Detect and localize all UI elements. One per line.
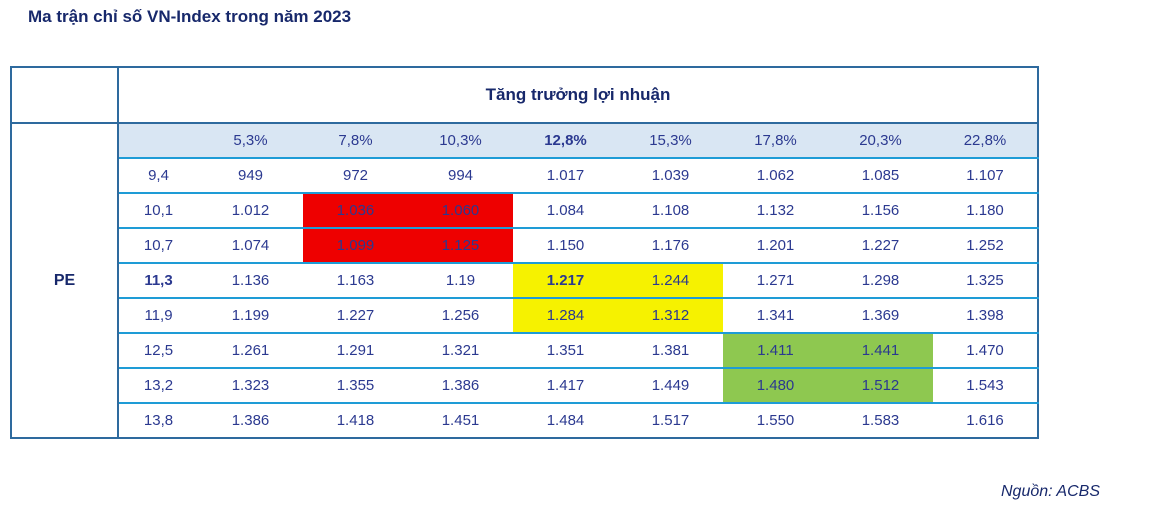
matrix-cell: 1.417 xyxy=(513,367,618,403)
matrix-row: 10,1 1.012 1.036 1.060 1.084 1.108 1.132 1.156 1… xyxy=(11,192,1038,228)
col-header-cell: 10,3% xyxy=(408,122,513,158)
matrix-cell: 1.470 xyxy=(933,332,1038,368)
column-group-header: Tăng trưởng lợi nhuận xyxy=(118,67,1038,123)
row-group-header: PE xyxy=(11,122,119,438)
pe-value-cell: 10,7 xyxy=(118,227,198,263)
matrix-cell: 1.060 xyxy=(408,192,513,228)
matrix-cell: 1.298 xyxy=(828,262,933,298)
matrix-cell: 949 xyxy=(198,157,303,193)
matrix-cell: 1.325 xyxy=(933,262,1038,298)
column-group-header-row: Tăng trưởng lợi nhuận xyxy=(11,67,1038,123)
pe-value-cell: 11,9 xyxy=(118,297,198,333)
matrix-cell: 1.321 xyxy=(408,332,513,368)
col-header-cell: 20,3% xyxy=(828,122,933,158)
matrix-cell: 1.543 xyxy=(933,367,1038,403)
col-header-cell: 17,8% xyxy=(723,122,828,158)
matrix-cell: 1.085 xyxy=(828,157,933,193)
matrix-row: 13,8 1.386 1.418 1.451 1.484 1.517 1.550 1.583 1… xyxy=(11,402,1038,438)
col-header-cell: 7,8% xyxy=(303,122,408,158)
matrix-row: 9,4 949 972 994 1.017 1.039 1.062 1.085 1.107 xyxy=(11,157,1038,193)
matrix-cell: 1.451 xyxy=(408,402,513,438)
corner-cell xyxy=(11,67,119,123)
matrix-cell: 1.312 xyxy=(618,297,723,333)
pe-value-cell: 13,2 xyxy=(118,367,198,403)
matrix-cell: 1.480 xyxy=(723,367,828,403)
col-header-empty-cell xyxy=(118,122,198,158)
matrix-cell: 1.517 xyxy=(618,402,723,438)
vnindex-sensitivity-matrix: Tăng trưởng lợi nhuận PE 5,3% 7,8% 10,3% 12,8… xyxy=(10,66,1039,439)
matrix-cell: 972 xyxy=(303,157,408,193)
matrix-cell: 1.616 xyxy=(933,402,1038,438)
pe-value-cell: 9,4 xyxy=(118,157,198,193)
matrix-cell: 1.244 xyxy=(618,262,723,298)
matrix-cell: 1.163 xyxy=(303,262,408,298)
matrix-cell: 1.261 xyxy=(198,332,303,368)
source-credit: Nguồn: ACBS xyxy=(1000,483,1100,500)
matrix-cell: 1.012 xyxy=(198,192,303,228)
matrix-cell: 1.062 xyxy=(723,157,828,193)
matrix-cell: 1.099 xyxy=(303,227,408,263)
matrix-cell: 1.199 xyxy=(198,297,303,333)
matrix-row: 10,7 1.074 1.099 1.125 1.150 1.176 1.201 1.227 1… xyxy=(11,227,1038,263)
matrix-cell: 1.084 xyxy=(513,192,618,228)
matrix-cell: 1.398 xyxy=(933,297,1038,333)
matrix-cell: 1.19 xyxy=(408,262,513,298)
matrix-cell: 1.108 xyxy=(618,192,723,228)
matrix-row: 11,3 1.136 1.163 1.19 1.217 1.244 1.271 1.298 1.… xyxy=(11,262,1038,298)
matrix-cell: 1.201 xyxy=(723,227,828,263)
matrix-cell: 1.256 xyxy=(408,297,513,333)
matrix-cell: 1.150 xyxy=(513,227,618,263)
col-header-cell: 22,8% xyxy=(933,122,1038,158)
matrix-cell: 1.271 xyxy=(723,262,828,298)
matrix-cell: 1.418 xyxy=(303,402,408,438)
matrix-cell: 1.036 xyxy=(303,192,408,228)
matrix-cell: 1.386 xyxy=(408,367,513,403)
col-header-cell: 15,3% xyxy=(618,122,723,158)
matrix-cell: 1.107 xyxy=(933,157,1038,193)
matrix-row: 12,5 1.261 1.291 1.321 1.351 1.381 1.411 1.441 1… xyxy=(11,332,1038,368)
page-title: Ma trận chỉ số VN-Index trong năm 2023 xyxy=(28,7,352,26)
matrix-row: 11,9 1.199 1.227 1.256 1.284 1.312 1.341 1.369 1… xyxy=(11,297,1038,333)
matrix-cell: 1.381 xyxy=(618,332,723,368)
matrix-cell: 1.341 xyxy=(723,297,828,333)
matrix-cell: 1.449 xyxy=(618,367,723,403)
pe-value-cell: 11,3 xyxy=(118,262,198,298)
matrix-cell: 1.176 xyxy=(618,227,723,263)
col-header-cell: 12,8% xyxy=(513,122,618,158)
column-headers-row: PE 5,3% 7,8% 10,3% 12,8% 15,3% 17,8% 20,3% 22,8% xyxy=(11,122,1038,438)
matrix-cell: 1.351 xyxy=(513,332,618,368)
matrix-cell: 1.156 xyxy=(828,192,933,228)
matrix-row: 13,2 1.323 1.355 1.386 1.417 1.449 1.480 1.512 1… xyxy=(11,367,1038,403)
pe-value-cell: 10,1 xyxy=(118,192,198,228)
col-header-cell: 5,3% xyxy=(198,122,303,158)
matrix-cell: 1.284 xyxy=(513,297,618,333)
matrix-cell: 1.484 xyxy=(513,402,618,438)
matrix-cell: 1.252 xyxy=(933,227,1038,263)
matrix-cell: 1.583 xyxy=(828,402,933,438)
matrix-cell: 1.441 xyxy=(828,332,933,368)
matrix-cell: 1.136 xyxy=(198,262,303,298)
matrix-cell: 1.227 xyxy=(303,297,408,333)
matrix-cell: 1.227 xyxy=(828,227,933,263)
matrix-cell: 1.217 xyxy=(513,262,618,298)
pe-value-cell: 12,5 xyxy=(118,332,198,368)
matrix-cell: 1.386 xyxy=(198,402,303,438)
pe-value-cell: 13,8 xyxy=(118,402,198,438)
matrix-cell: 1.550 xyxy=(723,402,828,438)
matrix-cell: 994 xyxy=(408,157,513,193)
matrix-cell: 1.125 xyxy=(408,227,513,263)
matrix-cell: 1.411 xyxy=(723,332,828,368)
matrix-cell: 1.369 xyxy=(828,297,933,333)
matrix-cell: 1.512 xyxy=(828,367,933,403)
matrix-cell: 1.132 xyxy=(723,192,828,228)
matrix-cell: 1.323 xyxy=(198,367,303,403)
matrix-cell: 1.017 xyxy=(513,157,618,193)
matrix-cell: 1.074 xyxy=(198,227,303,263)
matrix-cell: 1.180 xyxy=(933,192,1038,228)
matrix-cell: 1.355 xyxy=(303,367,408,403)
matrix-cell: 1.291 xyxy=(303,332,408,368)
matrix-cell: 1.039 xyxy=(618,157,723,193)
